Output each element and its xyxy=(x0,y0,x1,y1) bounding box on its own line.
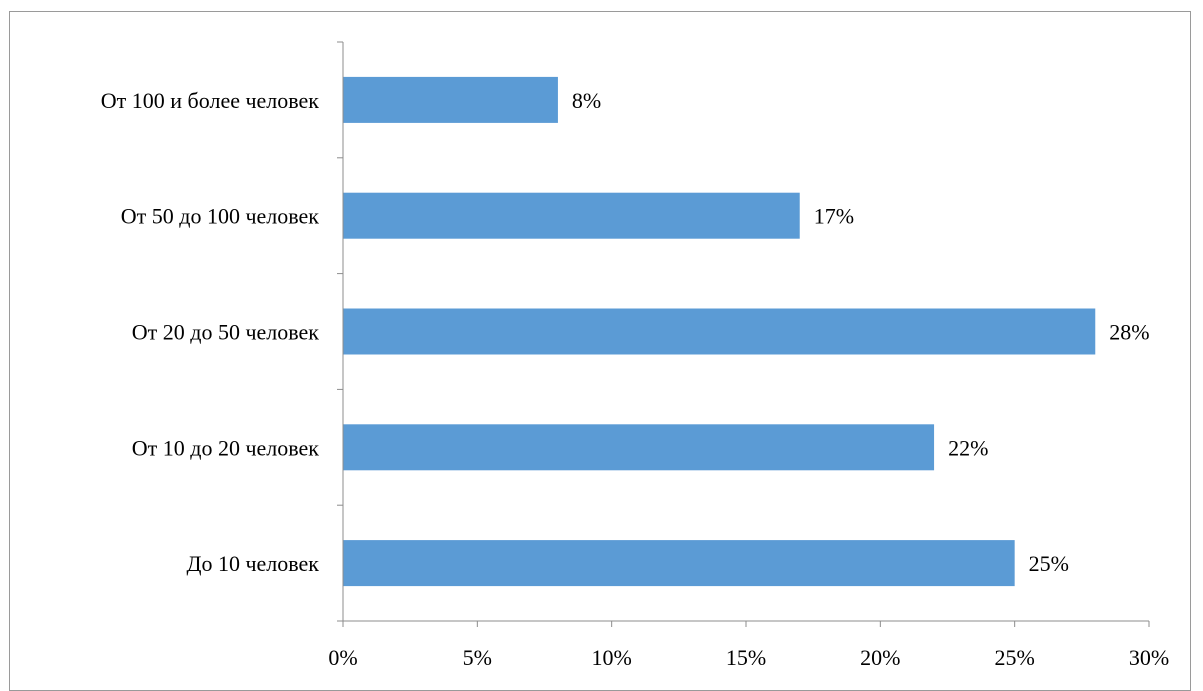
bar xyxy=(343,424,935,471)
data-label: 17% xyxy=(814,204,854,229)
bars-layer xyxy=(343,76,1096,587)
x-tick-label: 30% xyxy=(1129,645,1169,670)
x-tick-label: 0% xyxy=(328,645,357,670)
bar xyxy=(343,76,558,123)
x-tick-label: 15% xyxy=(726,645,766,670)
category-label: От 20 до 50 человек xyxy=(132,320,320,345)
x-tick-label: 10% xyxy=(592,645,632,670)
x-tick-label: 25% xyxy=(995,645,1035,670)
category-label: До 10 человек xyxy=(186,551,319,576)
bar xyxy=(343,540,1015,587)
bar xyxy=(343,308,1096,355)
axes-layer xyxy=(337,41,1150,627)
data-label: 25% xyxy=(1029,551,1069,576)
category-label: От 10 до 20 человек xyxy=(132,435,320,460)
category-label: От 100 и более человек xyxy=(101,88,320,113)
data-label: 28% xyxy=(1109,320,1149,345)
labels-layer: 25% До 10 человек 22% От 10 до 20 человек 28… xyxy=(101,88,1169,670)
bar xyxy=(343,192,800,239)
x-tick-label: 20% xyxy=(860,645,900,670)
x-tick-label: 5% xyxy=(463,645,492,670)
bar-chart: 25% До 10 человек 22% От 10 до 20 человек 28… xyxy=(101,41,1169,670)
category-label: От 50 до 100 человек xyxy=(121,204,320,229)
data-label: 8% xyxy=(572,88,601,113)
data-label: 22% xyxy=(948,435,988,460)
